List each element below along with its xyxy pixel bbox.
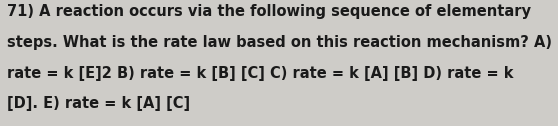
Text: steps. What is the rate law based on this reaction mechanism? A): steps. What is the rate law based on thi… <box>7 35 552 50</box>
Text: [D]. E) rate = k [A] [C]: [D]. E) rate = k [A] [C] <box>7 96 190 111</box>
Text: rate = k [E]2 B) rate = k [B] [C] C) rate = k [A] [B] D) rate = k: rate = k [E]2 B) rate = k [B] [C] C) rat… <box>7 66 514 81</box>
Text: 71) A reaction occurs via the following sequence of elementary: 71) A reaction occurs via the following … <box>7 4 531 19</box>
